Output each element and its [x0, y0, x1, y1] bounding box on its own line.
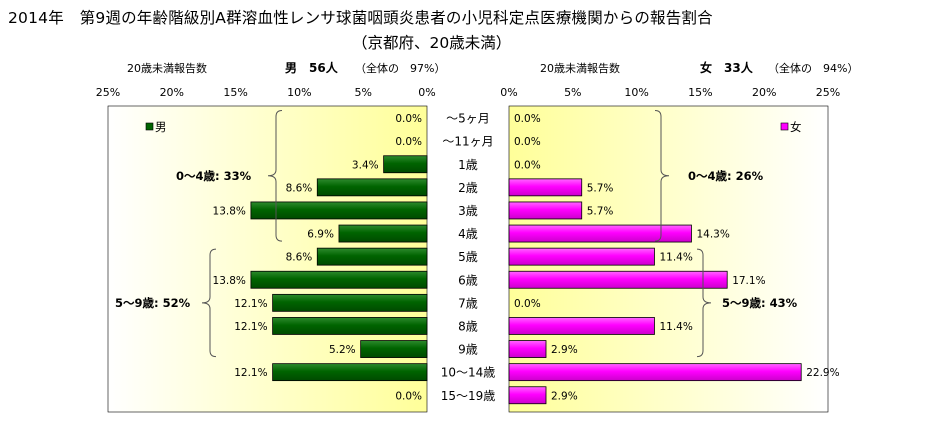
female-tick-label: 15% — [688, 86, 712, 99]
female-tick-label: 20% — [752, 86, 776, 99]
female-group-label: 0～4歳: 26% — [688, 169, 764, 183]
male-tick-label: 5% — [354, 86, 371, 99]
male-data-label: 12.1% — [234, 298, 267, 310]
chart-title: 2014年 第9週の年齢階級別A群溶血性レンサ球菌咽頭炎患者の小児科定点医療機関… — [8, 9, 713, 27]
male-data-label: 12.1% — [234, 321, 267, 333]
female-bar — [508, 247, 655, 266]
category-label: 8歳 — [458, 319, 478, 333]
female-group-label: 5～9歳: 43% — [722, 296, 798, 310]
female-data-label: 0.0% — [514, 159, 541, 171]
category-label: 7歳 — [458, 296, 478, 310]
female-data-label: 22.9% — [806, 367, 839, 379]
female-bar — [508, 340, 547, 358]
female-group-brace — [696, 248, 712, 358]
male-bar — [316, 247, 428, 266]
category-label: 15～19歳 — [441, 389, 496, 403]
female-tick-label: 5% — [564, 86, 581, 99]
male-data-label: 12.1% — [234, 367, 267, 379]
male-header: 男 56人 — [285, 60, 339, 75]
female-data-label: 17.1% — [732, 275, 765, 287]
male-bar — [360, 340, 428, 358]
male-tick-label: 25% — [96, 86, 120, 99]
male-bar — [250, 201, 428, 220]
category-label: 1歳 — [458, 158, 478, 172]
male-bar — [383, 155, 428, 174]
female-legend-label: 女 — [790, 120, 802, 134]
female-bar — [508, 178, 583, 197]
female-bar — [508, 363, 802, 382]
category-label: ～11ヶ月 — [442, 135, 493, 149]
female-data-label: 11.4% — [659, 252, 692, 264]
male-tick-label: 20% — [160, 86, 184, 99]
category-label: 9歳 — [458, 343, 478, 357]
male-bar — [272, 317, 428, 335]
male-data-label: 13.8% — [213, 205, 246, 217]
male-group-label: 5～9歳: 52% — [115, 296, 191, 310]
male-group-brace — [201, 248, 217, 358]
female-data-label: 5.7% — [587, 205, 614, 217]
male-legend-label: 男 — [155, 120, 167, 134]
female-bar — [508, 270, 728, 289]
male-bar — [338, 224, 428, 243]
male-data-label: 0.0% — [395, 136, 422, 148]
male-data-label: 0.0% — [395, 113, 422, 125]
female-tick-label: 10% — [624, 86, 648, 99]
category-label: 3歳 — [458, 204, 478, 218]
category-label: ～5ヶ月 — [446, 112, 490, 126]
female-data-label: 2.9% — [551, 344, 578, 356]
male-data-label: 5.2% — [329, 344, 356, 356]
male-axis-title: 20歳未満報告数 — [127, 62, 207, 75]
female-bar — [508, 386, 547, 405]
category-label: 4歳 — [458, 227, 478, 241]
female-tick-label: 0% — [500, 86, 517, 99]
female-data-label: 2.9% — [551, 390, 578, 402]
female-data-label: 14.3% — [696, 229, 729, 241]
male-tick-label: 10% — [287, 86, 311, 99]
male-data-label: 8.6% — [286, 252, 313, 264]
female-header: 女 33人 — [700, 60, 754, 75]
male-tick-label: 15% — [223, 86, 247, 99]
category-label: 5歳 — [458, 250, 478, 264]
female-data-label: 0.0% — [514, 113, 541, 125]
category-label: 10～14歳 — [441, 366, 496, 380]
female-header-note: （全体の 94%） — [768, 61, 858, 75]
male-bar — [272, 293, 428, 312]
male-data-label: 6.9% — [307, 229, 334, 241]
male-data-label: 8.6% — [286, 182, 313, 194]
female-plot-area — [508, 105, 829, 413]
male-group-label: 0～4歳: 33% — [176, 169, 252, 183]
female-axis-title: 20歳未満報告数 — [540, 62, 620, 75]
female-data-label: 5.7% — [587, 182, 614, 194]
female-group-brace — [654, 110, 670, 242]
male-bar — [316, 178, 428, 197]
male-data-label: 3.4% — [352, 159, 379, 171]
male-header-note: （全体の 97%） — [355, 61, 445, 75]
male-data-label: 0.0% — [395, 390, 422, 402]
female-data-label: 11.4% — [659, 321, 692, 333]
female-legend-swatch — [780, 122, 789, 131]
male-legend-swatch — [145, 122, 154, 131]
male-bar — [272, 363, 428, 382]
chart-subtitle: （京都府、20歳未満） — [352, 34, 512, 52]
female-data-label: 0.0% — [514, 136, 541, 148]
female-tick-label: 25% — [816, 86, 840, 99]
male-data-label: 13.8% — [213, 275, 246, 287]
female-data-label: 0.0% — [514, 298, 541, 310]
male-tick-label: 0% — [418, 86, 435, 99]
female-bar — [508, 224, 692, 243]
female-bar — [508, 317, 655, 335]
female-bar — [508, 201, 583, 220]
category-label: 2歳 — [458, 181, 478, 195]
category-label: 6歳 — [458, 273, 478, 287]
male-bar — [250, 270, 428, 289]
male-group-brace — [267, 110, 283, 242]
